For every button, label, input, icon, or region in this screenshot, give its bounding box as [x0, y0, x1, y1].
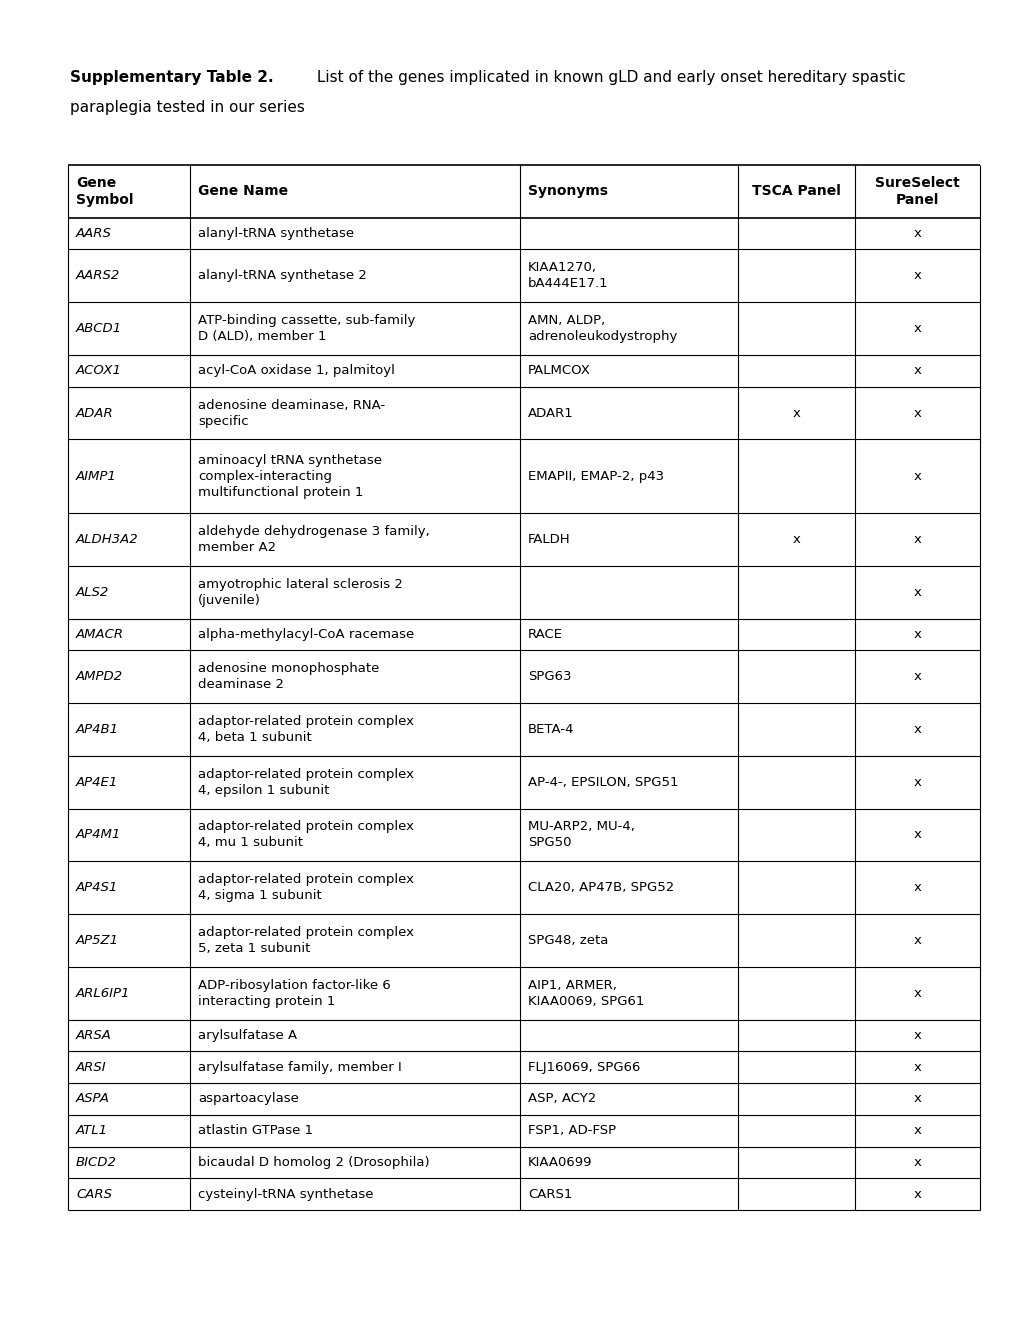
Text: Synonyms: Synonyms — [528, 185, 607, 198]
Text: adaptor-related protein complex
4, mu 1 subunit: adaptor-related protein complex 4, mu 1 … — [198, 821, 414, 850]
Text: EMAPII, EMAP-2, p43: EMAPII, EMAP-2, p43 — [528, 470, 663, 483]
Text: x: x — [913, 671, 920, 684]
Text: x: x — [913, 723, 920, 737]
Text: BICD2: BICD2 — [76, 1156, 117, 1170]
Text: ACOX1: ACOX1 — [76, 364, 121, 378]
Text: AMPD2: AMPD2 — [76, 671, 123, 684]
Text: adaptor-related protein complex
4, epsilon 1 subunit: adaptor-related protein complex 4, epsil… — [198, 768, 414, 797]
Text: ALS2: ALS2 — [76, 586, 109, 599]
Text: ARL6IP1: ARL6IP1 — [76, 986, 130, 999]
Text: x: x — [913, 586, 920, 599]
Text: ARSA: ARSA — [76, 1028, 112, 1041]
Text: x: x — [913, 882, 920, 894]
Text: RACE: RACE — [528, 628, 562, 642]
Text: AARS2: AARS2 — [76, 269, 120, 282]
Text: aminoacyl tRNA synthetase
complex-interacting
multifunctional protein 1: aminoacyl tRNA synthetase complex-intera… — [198, 454, 382, 499]
Text: SureSelect
Panel: SureSelect Panel — [874, 176, 959, 207]
Text: x: x — [913, 935, 920, 946]
Text: x: x — [913, 986, 920, 999]
Text: ATP-binding cassette, sub-family
D (ALD), member 1: ATP-binding cassette, sub-family D (ALD)… — [198, 314, 415, 343]
Text: x: x — [913, 470, 920, 483]
Text: CARS1: CARS1 — [528, 1188, 572, 1201]
Text: CLA20, AP47B, SPG52: CLA20, AP47B, SPG52 — [528, 882, 674, 894]
Text: x: x — [913, 1156, 920, 1170]
Text: acyl-CoA oxidase 1, palmitoyl: acyl-CoA oxidase 1, palmitoyl — [198, 364, 394, 378]
Text: amyotrophic lateral sclerosis 2
(juvenile): amyotrophic lateral sclerosis 2 (juvenil… — [198, 578, 403, 607]
Text: x: x — [913, 533, 920, 546]
Text: AP-4-, EPSILON, SPG51: AP-4-, EPSILON, SPG51 — [528, 776, 678, 789]
Text: x: x — [913, 364, 920, 378]
Text: List of the genes implicated in known gLD and early onset hereditary spastic: List of the genes implicated in known gL… — [312, 70, 905, 84]
Text: x: x — [913, 1125, 920, 1137]
Text: FALDH: FALDH — [528, 533, 570, 546]
Text: AIP1, ARMER,
KIAA0069, SPG61: AIP1, ARMER, KIAA0069, SPG61 — [528, 978, 644, 1007]
Text: x: x — [913, 829, 920, 841]
Text: adaptor-related protein complex
4, beta 1 subunit: adaptor-related protein complex 4, beta … — [198, 715, 414, 744]
Text: SPG63: SPG63 — [528, 671, 571, 684]
Text: Gene Name: Gene Name — [198, 185, 287, 198]
Text: x: x — [913, 776, 920, 789]
Text: bicaudal D homolog 2 (Drosophila): bicaudal D homolog 2 (Drosophila) — [198, 1156, 429, 1170]
Text: adaptor-related protein complex
5, zeta 1 subunit: adaptor-related protein complex 5, zeta … — [198, 925, 414, 954]
Text: KIAA0699: KIAA0699 — [528, 1156, 592, 1170]
Text: ATL1: ATL1 — [76, 1125, 108, 1137]
Text: adenosine deaminase, RNA-
specific: adenosine deaminase, RNA- specific — [198, 399, 385, 428]
Text: x: x — [792, 407, 800, 420]
Text: aldehyde dehydrogenase 3 family,
member A2: aldehyde dehydrogenase 3 family, member … — [198, 525, 429, 554]
Text: x: x — [913, 407, 920, 420]
Text: adaptor-related protein complex
4, sigma 1 subunit: adaptor-related protein complex 4, sigma… — [198, 873, 414, 902]
Text: CARS: CARS — [76, 1188, 112, 1201]
Text: paraplegia tested in our series: paraplegia tested in our series — [70, 100, 305, 115]
Text: MU-ARP2, MU-4,
SPG50: MU-ARP2, MU-4, SPG50 — [528, 821, 634, 850]
Text: PALMCOX: PALMCOX — [528, 364, 590, 378]
Text: Supplementary Table 2.: Supplementary Table 2. — [70, 70, 273, 84]
Text: ARSI: ARSI — [76, 1061, 107, 1073]
Text: AMACR: AMACR — [76, 628, 124, 642]
Text: aspartoacylase: aspartoacylase — [198, 1093, 299, 1105]
Text: SPG48, zeta: SPG48, zeta — [528, 935, 607, 946]
Text: atlastin GTPase 1: atlastin GTPase 1 — [198, 1125, 313, 1137]
Text: AARS: AARS — [76, 227, 112, 240]
Text: x: x — [913, 1028, 920, 1041]
Text: AP4M1: AP4M1 — [76, 829, 121, 841]
Text: alanyl-tRNA synthetase: alanyl-tRNA synthetase — [198, 227, 354, 240]
Text: KIAA1270,
bA444E17.1: KIAA1270, bA444E17.1 — [528, 261, 608, 290]
Text: x: x — [913, 1188, 920, 1201]
Text: ABCD1: ABCD1 — [76, 322, 122, 335]
Text: AP4B1: AP4B1 — [76, 723, 119, 737]
Text: ASP, ACY2: ASP, ACY2 — [528, 1093, 596, 1105]
Text: alpha-methylacyl-CoA racemase: alpha-methylacyl-CoA racemase — [198, 628, 414, 642]
Text: FLJ16069, SPG66: FLJ16069, SPG66 — [528, 1061, 640, 1073]
Text: x: x — [792, 533, 800, 546]
Text: ADAR1: ADAR1 — [528, 407, 574, 420]
Text: x: x — [913, 227, 920, 240]
Text: ADAR: ADAR — [76, 407, 114, 420]
Text: x: x — [913, 628, 920, 642]
Text: AMN, ALDP,
adrenoleukodystrophy: AMN, ALDP, adrenoleukodystrophy — [528, 314, 677, 343]
Text: x: x — [913, 1061, 920, 1073]
Text: arylsulfatase A: arylsulfatase A — [198, 1028, 297, 1041]
Text: AIMP1: AIMP1 — [76, 470, 116, 483]
Text: alanyl-tRNA synthetase 2: alanyl-tRNA synthetase 2 — [198, 269, 367, 282]
Text: x: x — [913, 322, 920, 335]
Text: AP4E1: AP4E1 — [76, 776, 118, 789]
Text: ALDH3A2: ALDH3A2 — [76, 533, 139, 546]
Text: x: x — [913, 269, 920, 282]
Text: ASPA: ASPA — [76, 1093, 110, 1105]
Text: AP5Z1: AP5Z1 — [76, 935, 119, 946]
Text: TSCA Panel: TSCA Panel — [751, 185, 840, 198]
Text: ADP-ribosylation factor-like 6
interacting protein 1: ADP-ribosylation factor-like 6 interacti… — [198, 978, 390, 1007]
Text: AP4S1: AP4S1 — [76, 882, 118, 894]
Text: x: x — [913, 1093, 920, 1105]
Text: adenosine monophosphate
deaminase 2: adenosine monophosphate deaminase 2 — [198, 663, 379, 692]
Text: FSP1, AD-FSP: FSP1, AD-FSP — [528, 1125, 615, 1137]
Text: arylsulfatase family, member I: arylsulfatase family, member I — [198, 1061, 401, 1073]
Text: Gene
Symbol: Gene Symbol — [76, 176, 133, 207]
Text: cysteinyl-tRNA synthetase: cysteinyl-tRNA synthetase — [198, 1188, 373, 1201]
Text: BETA-4: BETA-4 — [528, 723, 574, 737]
